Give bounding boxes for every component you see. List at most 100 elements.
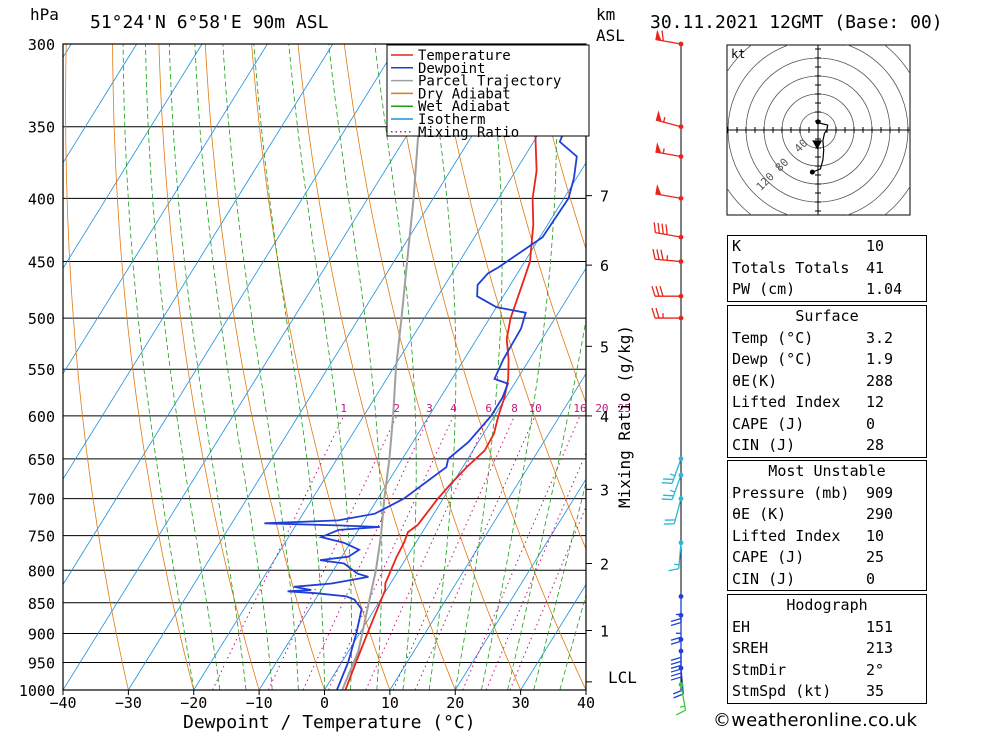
table-section-title: Most Unstable [727,460,927,483]
most-unstable-table: Most Unstable Pressure (mb) 909 θE (K) 290 Li… [727,460,927,591]
isotherm-line [63,44,268,375]
barb-dot [678,315,684,321]
wet-adiabat-line [253,44,325,690]
barb-dot [678,456,684,462]
index-row: Totals Totals 41 [727,257,927,279]
index-value: 1.04 [866,279,927,302]
pressure-tick-label: 500 [28,310,55,328]
index-key: StmDir [727,659,866,681]
copyright-text: ©weatheronline.co.uk [713,710,918,731]
wind-barb [661,472,684,501]
barb-feather [661,223,664,235]
index-value: 909 [866,482,927,504]
wind-barb [651,307,684,321]
barb-feather [670,672,682,677]
hpa-unit: hPa [30,5,59,24]
wind-barb [661,456,684,484]
barb-shaft [655,258,682,263]
section-title: Most Unstable [727,460,927,483]
index-key: CAPE (J) [727,547,866,569]
barb-dot [678,293,684,299]
isotherm-line [63,44,464,690]
index-value: 3.2 [866,327,927,349]
barb-dot [678,540,684,546]
hodograph-unit: kt [731,47,745,61]
barb-half-feather [669,489,676,493]
index-value: 10 [866,235,927,258]
index-row: θE(K) 288 [727,370,927,392]
wind-barb [653,222,684,240]
wind-barb [655,142,684,159]
index-value: 1.9 [866,349,927,371]
barb-dot [678,612,684,618]
mixing-ratio-line [414,415,536,690]
index-value: 213 [866,638,927,660]
x-tick-label: −10 [246,694,273,712]
parcel-trajectory-line [341,44,432,690]
x-tick-label: 10 [381,694,399,712]
mixing-ratio-label: 3 [426,402,433,415]
wind-barb [672,665,684,699]
legend-label: Temperature [418,48,511,64]
barb-feather [655,307,660,319]
km-unit: km [596,5,615,24]
index-value: 41 [866,257,927,279]
index-row: SREH 213 [727,638,927,660]
index-row: StmDir 2° [727,659,927,681]
index-row: CIN (J) 28 [727,435,927,458]
pressure-tick-label: 950 [28,654,55,672]
index-key: CAPE (J) [727,413,866,435]
km-tick-label: 3 [600,481,609,499]
index-key: EH [727,616,866,638]
wind-barb [663,496,684,525]
wind-barb [651,285,684,299]
legend-label: Parcel Trajectory [418,74,561,90]
index-row: EH 151 [727,616,927,638]
dry-adiabat-line [436,44,586,551]
barb-feather [670,676,682,681]
index-row: CAPE (J) 0 [727,413,927,435]
barb-shaft [671,458,682,484]
legend-label: Dry Adiabat [418,86,511,102]
legend-label: Wet Adiabat [418,99,511,115]
index-value: 35 [866,681,927,704]
barb-feather [656,249,660,260]
barb-feather [653,222,657,233]
datetime-title: 30.11.2021 12GMT (Base: 00) [650,12,943,33]
index-key: K [727,235,866,258]
wind-barb [655,29,684,47]
barb-feather [661,482,673,484]
index-row: CIN (J) 0 [727,568,927,591]
dry-adiabat-line [65,44,129,690]
mixing-ratio-label: 10 [528,402,541,415]
surface-indices-table: Surface Temp (°C) 3.2 Dewp (°C) 1.9 θE(K) 288 L… [727,305,927,458]
section-title: Hodograph [727,594,927,617]
dry-adiabat-line [343,44,521,690]
x-tick-label: −20 [180,694,207,712]
wind-barb [655,110,684,130]
storm-motion-marker [812,140,823,150]
wet-adiabat-line [145,44,221,690]
pressure-tick-label: 750 [28,528,55,546]
mixing-ratio-line [485,451,586,690]
barb-feather [661,498,673,501]
index-value: 288 [866,370,927,392]
sounding-profiles [264,44,585,690]
barb-half-feather [662,148,665,154]
barb-dot [678,665,684,671]
x-tick-label: −40 [49,694,76,712]
legend-label: Mixing Ratio [418,125,519,141]
index-value: 151 [866,616,927,638]
barb-dot [678,682,684,688]
index-value: 0 [866,413,927,435]
barb-dot [678,41,684,47]
wet-adiabat-line [481,44,557,690]
wind-barb [652,248,684,264]
barb-shaft [680,668,684,695]
index-key: Totals Totals [727,257,866,279]
location-title: 51°24'N 6°58'E 90m ASL [90,12,329,33]
barb-dot [678,496,684,502]
km-tick-label: 6 [600,257,609,275]
hodograph-indices-table: Hodograph EH 151 SREH 213 StmDir 2° StmSpd (kt)… [727,594,927,704]
asl-unit: ASL [596,26,625,45]
